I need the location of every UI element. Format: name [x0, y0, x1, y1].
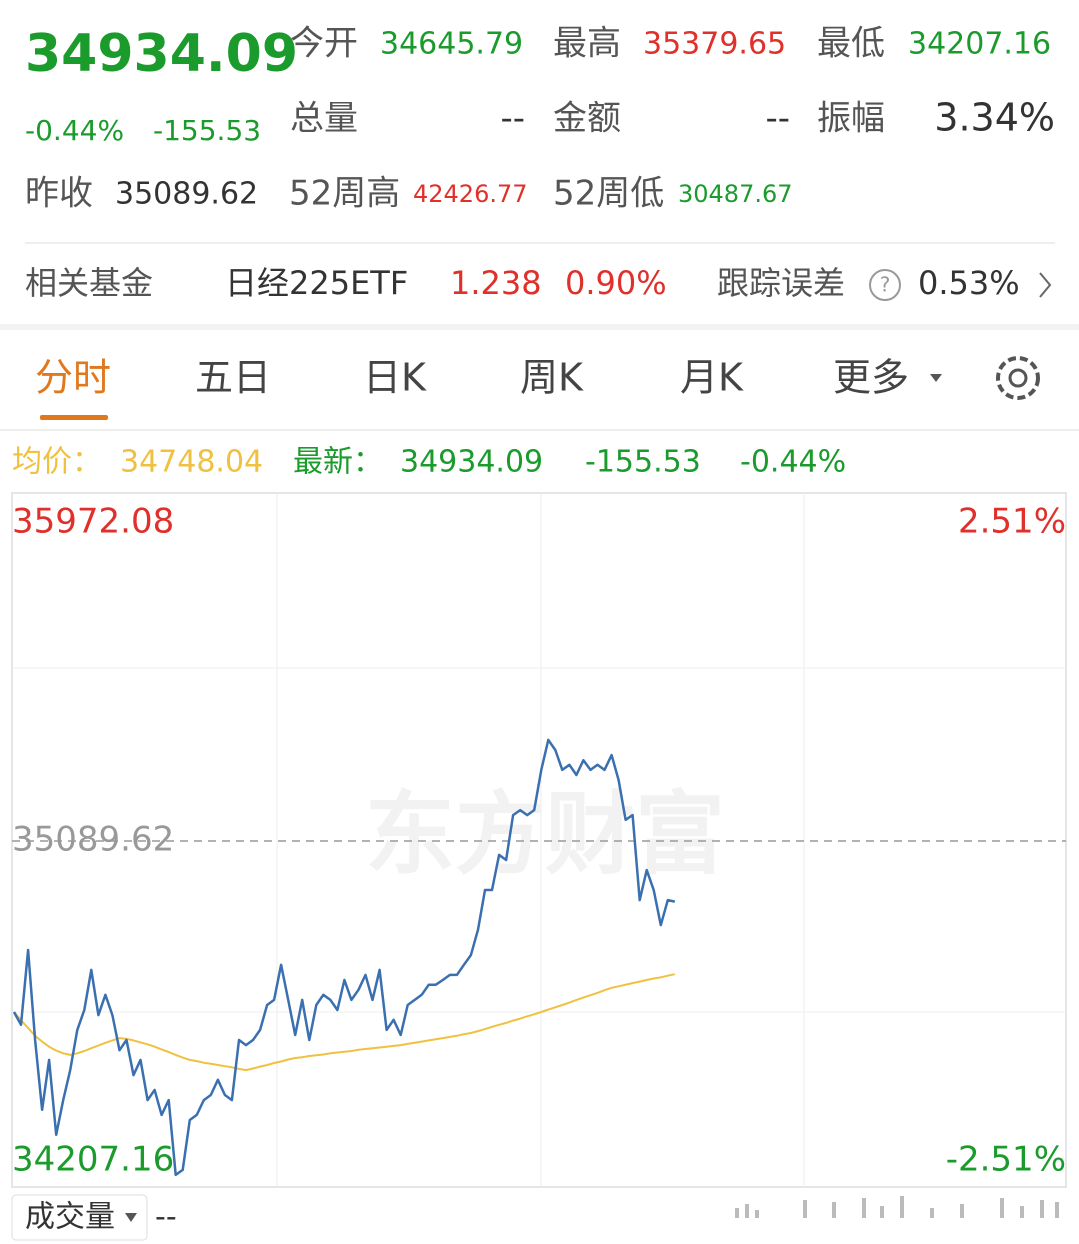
tab[interactable]: 分时 — [35, 356, 111, 400]
field-value: 30487.67 — [678, 180, 793, 208]
tab[interactable]: 日K — [363, 356, 427, 400]
y-tick-label: 35972.08 — [12, 502, 174, 542]
tracking-label: 跟踪误差 — [717, 264, 845, 302]
plot-frame — [11, 492, 1067, 1188]
field-label: 总量 — [290, 99, 358, 139]
legend-label: 最新： — [293, 445, 383, 480]
legend-value: -0.44% — [740, 445, 846, 480]
field-label: 52周高 — [289, 174, 400, 214]
gear — [996, 356, 1040, 400]
field-label: 今开 — [290, 24, 358, 64]
mini-bar — [803, 1200, 807, 1218]
y-tick-label: 34207.16 — [12, 1140, 174, 1180]
volume-selector[interactable] — [11, 1194, 148, 1241]
legend-value: 34934.09 — [400, 445, 543, 480]
mini-bar — [1020, 1206, 1024, 1218]
mini-bar — [755, 1210, 759, 1218]
watermark: 东方财富 — [365, 782, 725, 887]
tab-underline — [40, 415, 108, 420]
y-tick-label: 35089.62 — [12, 820, 174, 860]
change-pct: -0.44% — [25, 114, 124, 147]
legend-value: 34748.04 — [120, 445, 263, 480]
mini-bar — [745, 1204, 749, 1218]
field-label: 昨收 — [25, 174, 93, 214]
field-value: 3.34% — [934, 96, 1055, 140]
mini-bar — [1040, 1200, 1044, 1218]
tab[interactable]: 周K — [520, 356, 584, 400]
band — [0, 324, 1079, 330]
field-value: 35089.62 — [115, 177, 258, 212]
tab[interactable]: 五日 — [195, 356, 271, 400]
fund-change: 0.90% — [565, 264, 667, 302]
mini-bar — [1000, 1198, 1004, 1218]
price: 34934.09 — [25, 24, 298, 84]
avg-line — [13, 973, 676, 1072]
field-label: 金额 — [553, 99, 621, 139]
change: -155.53 — [153, 114, 261, 147]
y2-tick-label: 2.51% — [958, 502, 1066, 542]
tracking: 0.53% — [918, 264, 1020, 302]
settings[interactable] — [996, 356, 1040, 400]
volume-value: -- — [155, 1200, 177, 1235]
field-value: 35379.65 — [643, 27, 786, 62]
mini-bar — [880, 1206, 884, 1218]
volume-arrow — [125, 1213, 137, 1222]
field-label: 最高 — [553, 24, 621, 64]
tab[interactable]: 更多 — [833, 356, 909, 400]
field-label: 振幅 — [817, 99, 885, 139]
field-label: 最低 — [817, 24, 885, 64]
field-value: -- — [765, 99, 790, 139]
tab[interactable]: 月K — [680, 356, 744, 400]
mini-bar — [930, 1208, 934, 1218]
mini-bar — [900, 1196, 904, 1218]
mini-bar — [832, 1202, 836, 1218]
legend-value: -155.53 — [585, 445, 701, 480]
price-line — [12, 738, 676, 1177]
chevron[interactable] — [1039, 272, 1052, 298]
help-icon[interactable] — [869, 269, 901, 301]
fund-name[interactable]: 日经225ETF — [225, 264, 408, 302]
fund-label: 相关基金 — [25, 264, 153, 302]
help-mark: ? — [880, 273, 891, 297]
mini-bar — [960, 1204, 964, 1218]
field-label: 52周低 — [553, 174, 664, 214]
field-value: 34207.16 — [908, 27, 1051, 62]
y2-tick-label: -2.51% — [946, 1140, 1066, 1180]
mini-bar — [1055, 1202, 1059, 1218]
field-value: -- — [500, 99, 525, 139]
mini-bar — [862, 1198, 866, 1218]
mini-bar — [735, 1208, 739, 1218]
more-arrow[interactable] — [930, 374, 942, 382]
volume-label: 成交量 — [25, 1200, 115, 1235]
gear-hub — [1008, 368, 1028, 388]
fund-price: 1.238 — [450, 264, 542, 302]
field-value: 34645.79 — [380, 27, 523, 62]
field-value: 42426.77 — [413, 180, 528, 208]
legend-label: 均价： — [12, 445, 102, 480]
